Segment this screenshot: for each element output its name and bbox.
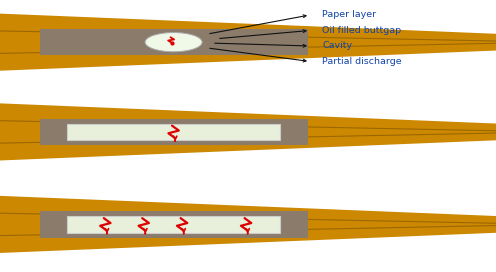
Polygon shape — [0, 103, 496, 160]
Polygon shape — [40, 29, 308, 55]
Polygon shape — [0, 213, 496, 224]
Bar — [280, 120, 308, 143]
Bar — [280, 31, 308, 54]
Polygon shape — [40, 119, 308, 145]
Polygon shape — [0, 30, 496, 42]
Polygon shape — [0, 120, 496, 131]
Ellipse shape — [145, 33, 202, 52]
Polygon shape — [0, 225, 496, 236]
Polygon shape — [0, 196, 496, 253]
Text: Paper layer: Paper layer — [322, 10, 376, 20]
Bar — [280, 213, 308, 236]
Polygon shape — [0, 132, 496, 144]
Text: Cavity: Cavity — [322, 41, 353, 51]
Bar — [67, 124, 280, 140]
Text: Oil filled buttgap: Oil filled buttgap — [322, 26, 402, 35]
Bar — [40, 213, 67, 236]
Text: Partial discharge: Partial discharge — [322, 57, 402, 66]
Bar — [40, 31, 67, 54]
Polygon shape — [0, 43, 496, 54]
Polygon shape — [0, 14, 496, 71]
Polygon shape — [40, 211, 308, 238]
Bar — [67, 216, 280, 233]
Bar — [40, 120, 67, 143]
